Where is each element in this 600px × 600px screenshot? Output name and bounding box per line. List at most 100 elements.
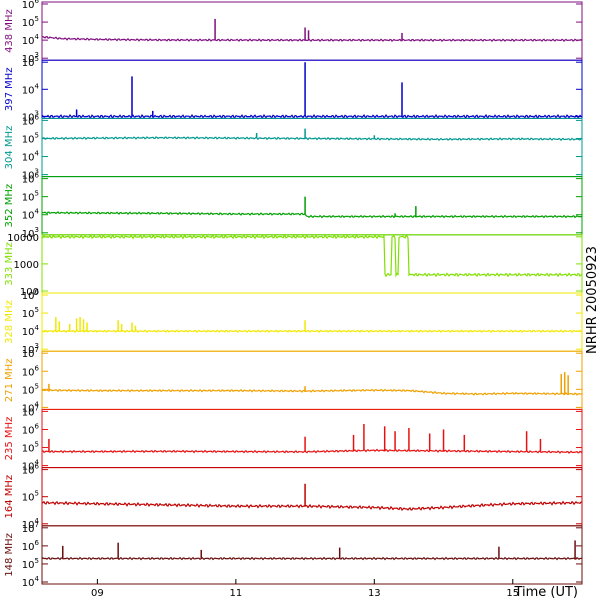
series-line [42, 211, 583, 219]
y-tick-label: 105 [22, 382, 39, 396]
y-tick-label: 106 [22, 113, 40, 127]
panel-frame [41, 176, 583, 236]
time-axis: Time (UT) 09 11 13 15 [91, 579, 578, 600]
panel-frame [41, 292, 583, 352]
y-tick-exponent: 4 [35, 575, 40, 583]
y-tick-exponent: 7 [35, 346, 39, 354]
y-tick-exponent: 6 [35, 0, 40, 5]
y-tick-exponent: 5 [35, 15, 39, 23]
series-line [41, 388, 583, 396]
series-line [41, 35, 583, 42]
y-tick-exponent: 5 [35, 55, 39, 63]
series-label: 148 MHz [4, 533, 15, 577]
y-tick-exponent: 5 [35, 441, 39, 449]
y-tick-label: 105 [22, 190, 39, 204]
y-tick-label: 104 [22, 150, 40, 164]
y-tick-label: 106 [22, 364, 40, 378]
series-line [41, 136, 583, 142]
y-tick-exponent: 6 [35, 364, 40, 372]
y-tick-exponent: 6 [35, 463, 40, 471]
y-tick-exponent: 4 [35, 324, 40, 332]
y-tick-exponent: 3 [35, 109, 39, 117]
series-label: 235 MHz [4, 417, 15, 461]
y-tick-exponent: 3 [35, 226, 39, 234]
panel-frame [41, 408, 583, 469]
y-tick-label: 104 [22, 82, 40, 96]
y-tick-label: 100 [20, 287, 39, 298]
y-tick-label: 106 [22, 172, 40, 186]
y-tick-label: 106 [22, 539, 40, 553]
y-tick-label: 104 [22, 324, 40, 338]
y-tick-label: 105 [22, 131, 39, 145]
series-label: 333 MHz [4, 242, 15, 286]
y-tick-label: 1000 [14, 260, 39, 271]
side-label: NRHR 20050923 [585, 246, 600, 354]
series-line [41, 448, 583, 454]
panel-frame [41, 467, 583, 527]
y-tick-exponent: 5 [35, 490, 39, 498]
y-tick-exponent: 6 [35, 113, 40, 121]
series-label: 164 MHz [4, 475, 15, 519]
y-tick-label: 105 [22, 441, 39, 455]
y-tick-exponent: 5 [35, 306, 39, 314]
panel-frame [41, 234, 583, 294]
y-tick-label: 104 [22, 575, 40, 589]
series-label: 328 MHz [4, 300, 15, 344]
y-tick-exponent: 4 [35, 400, 40, 408]
y-tick-label: 107 [22, 521, 39, 535]
panel-frame [41, 525, 583, 585]
panel-148-mhz: 104 105 106 107 148 MHz [4, 521, 583, 589]
y-tick-label: 10000 [7, 233, 39, 244]
y-tick-exponent: 5 [35, 557, 39, 565]
y-tick-label: 105 [22, 55, 39, 69]
y-tick-label: 104 [22, 208, 40, 222]
y-tick-exponent: 4 [35, 208, 40, 216]
series-label: 352 MHz [4, 184, 15, 228]
series-line [41, 329, 583, 333]
y-tick-exponent: 3 [35, 168, 39, 176]
series-label: 271 MHz [4, 358, 15, 402]
y-tick-label: 104 [22, 33, 40, 47]
series-line [41, 114, 583, 119]
y-tick-exponent: 4 [35, 459, 40, 467]
y-tick-label: 106 [22, 422, 40, 436]
y-tick-label: 107 [22, 404, 39, 418]
x-axis-label: Time (UT) [513, 585, 578, 600]
series-label: 397 MHz [4, 67, 15, 111]
y-tick-exponent: 3 [35, 342, 39, 350]
series-line [41, 234, 583, 278]
series-label: 438 MHz [4, 9, 15, 53]
y-tick-exponent: 3 [35, 51, 39, 59]
y-tick-exponent: 6 [35, 288, 40, 296]
y-tick-exponent: 5 [35, 131, 39, 139]
y-tick-label: 107 [22, 346, 39, 360]
y-tick-label: 105 [22, 306, 39, 320]
panel-frame [41, 117, 583, 178]
y-tick-label: 106 [22, 0, 40, 11]
y-tick-label: 106 [22, 288, 40, 302]
x-tick-label: 11 [229, 588, 242, 599]
y-tick-label: 106 [22, 463, 40, 477]
y-tick-exponent: 7 [35, 521, 39, 529]
y-tick-exponent: 4 [35, 517, 40, 525]
x-tick-label: 13 [368, 588, 381, 599]
x-tick-label: 15 [506, 588, 519, 599]
y-tick-exponent: 5 [35, 382, 39, 390]
x-tick-label: 09 [91, 588, 104, 599]
y-tick-exponent: 4 [35, 33, 40, 41]
y-tick-exponent: 5 [35, 190, 39, 198]
y-tick-exponent: 6 [35, 539, 40, 547]
y-tick-label: 105 [22, 490, 39, 504]
y-tick-exponent: 4 [35, 150, 40, 158]
y-tick-exponent: 6 [35, 172, 40, 180]
